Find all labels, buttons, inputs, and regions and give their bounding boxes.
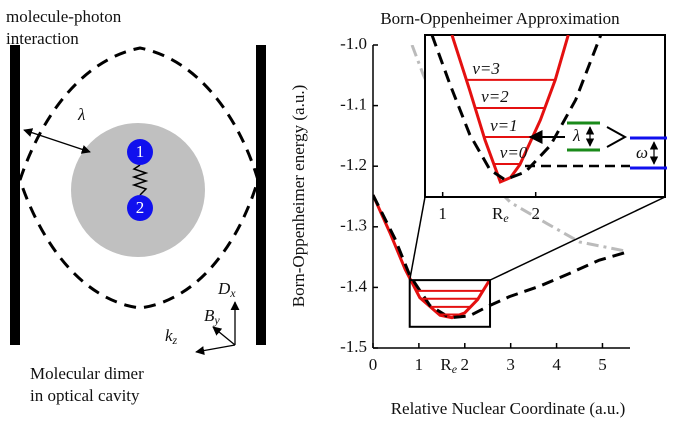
lambda-arrow (23, 128, 91, 154)
y-tick-label: -1.2 (340, 155, 367, 174)
axis-label-main: D (217, 279, 231, 298)
re-marker: Re (492, 204, 509, 225)
axis-label-main: B (204, 306, 215, 325)
x-tick-label: 2 (531, 204, 540, 223)
atom-label: 2 (136, 198, 145, 217)
x-tick-label: 1 (438, 204, 447, 223)
y-tick-label: -1.5 (340, 337, 367, 356)
x-tick-label: 1 (415, 355, 424, 374)
y-tick-label: -1.1 (340, 95, 367, 114)
diagram-label: molecule-photon (6, 7, 122, 26)
diagram-label: interaction (6, 29, 79, 48)
main-chart: 0 1 2 3 4 5 Re -1.5 -1.4 -1.3 -1.2 -1.1 -1.0 Born-Opp… (289, 9, 666, 418)
zoom-box (408, 279, 492, 328)
zoom-connector (489, 196, 666, 281)
inset-frame (424, 34, 666, 198)
re-marker-sub: e (452, 362, 458, 376)
zoom-connector (408, 196, 426, 281)
re-marker-main: R (492, 204, 504, 223)
re-marker-main: R (440, 355, 452, 374)
plot-area (373, 45, 626, 320)
y-tick-label: -1.3 (340, 216, 367, 235)
atom-label: 1 (136, 142, 145, 161)
lambda-label: λ (572, 126, 580, 145)
re-marker: Re (440, 355, 457, 376)
axis-arrow (195, 344, 236, 356)
bracket (606, 126, 628, 148)
bond-spring (131, 164, 149, 196)
level-label: ν=2 (481, 87, 509, 106)
caption: Molecular dimer (30, 364, 144, 383)
y-axis-label: Born-Oppenheimer energy (a.u.) (289, 85, 308, 308)
axis-label-sub: y (213, 313, 220, 327)
molecule-region (71, 123, 205, 257)
atom (127, 139, 153, 165)
axis-label: Dx (217, 279, 236, 300)
x-tick-label: 0 (369, 355, 378, 374)
curve (410, 45, 626, 253)
x-tick-label: 5 (598, 355, 607, 374)
level-label: ν=0 (500, 143, 528, 162)
axis-label: kz (165, 326, 178, 347)
axis-label-sub: z (172, 333, 178, 347)
curve (430, 35, 603, 182)
x-tick-label: 3 (506, 355, 515, 374)
curve (373, 194, 625, 320)
mirror (256, 45, 266, 345)
y-tick-label: -1.0 (340, 34, 367, 53)
axis-label: By (204, 306, 220, 327)
mirror (10, 45, 20, 345)
x-axis-label: Relative Nuclear Coordinate (a.u.) (391, 399, 626, 418)
coupling-schematic: λω (525, 121, 667, 170)
level-label: ν=1 (490, 116, 518, 135)
chart-title: Born-Oppenheimer Approximation (380, 9, 620, 28)
axis-label-sub: x (229, 286, 236, 300)
lambda-label: λ (77, 105, 85, 124)
cavity-diagram: molecule-photon interaction 1 2 λ Dx By … (6, 7, 266, 405)
atom (127, 195, 153, 221)
caption: in optical cavity (30, 386, 140, 405)
x-tick-label: 2 (461, 355, 470, 374)
axis-arrow (212, 326, 236, 346)
plot-area (430, 35, 603, 184)
x-tick-label: 4 (552, 355, 561, 374)
re-marker-sub: e (503, 211, 509, 225)
cavity-mode (18, 46, 260, 310)
y-tick-label: -1.4 (340, 276, 367, 295)
omega-label: ω (636, 143, 648, 162)
axis-label-main: k (165, 326, 173, 345)
level-label: ν=3 (472, 59, 500, 78)
